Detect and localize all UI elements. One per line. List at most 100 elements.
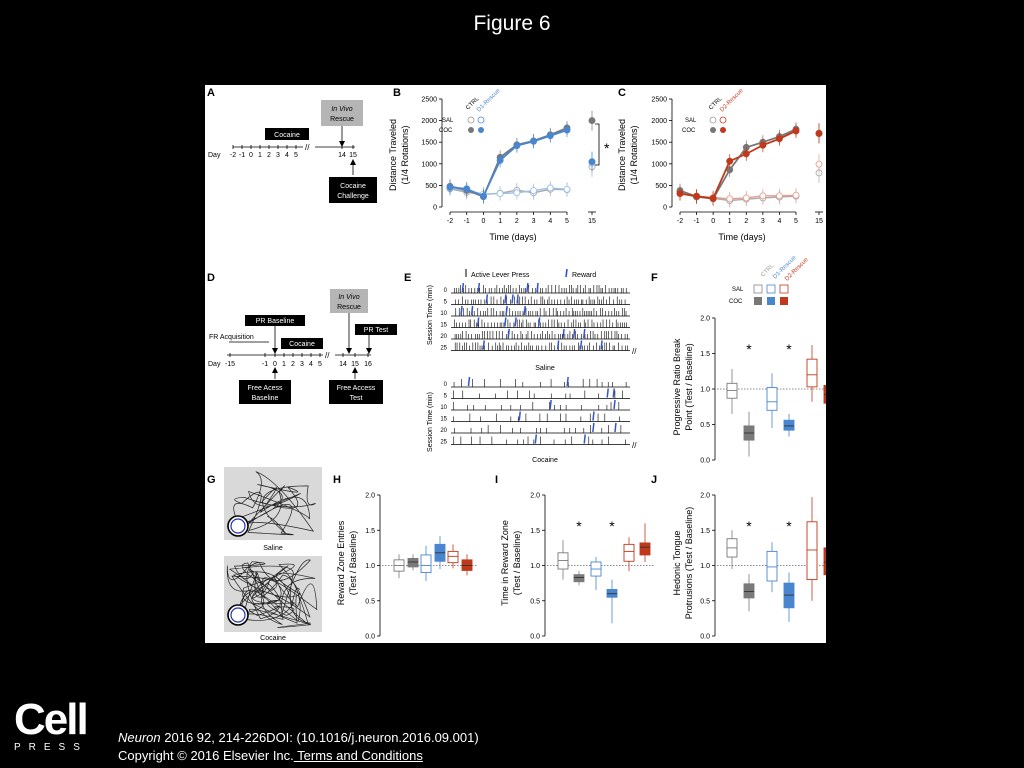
box <box>447 550 459 564</box>
data-point <box>563 185 571 193</box>
data-point <box>676 190 684 198</box>
box <box>806 521 818 581</box>
ylabel-c-1: Distance Traveled <box>617 119 627 191</box>
data-point <box>496 156 504 164</box>
free-baseline-line2: Baseline <box>252 395 279 402</box>
raster-row-label: 15 <box>440 323 447 329</box>
y-tick-label: 2000 <box>421 118 437 125</box>
data-point <box>530 137 538 145</box>
timeline-day-d: 14 <box>339 361 347 368</box>
data-point-day15 <box>588 158 596 166</box>
panel-i: I Time in Reward Zone (Test / Baseline) … <box>495 474 655 641</box>
timeline-day-d: 5 <box>318 361 322 368</box>
data-point <box>726 157 734 165</box>
svg-text://: // <box>632 441 637 450</box>
in-vivo-line1-a: In Vivo <box>331 106 352 113</box>
significance-star: * <box>576 518 582 534</box>
y-tick-label: 1.5 <box>365 528 375 535</box>
panel-c: C Distance Traveled (1/4 Rotations) Time… <box>617 87 823 242</box>
svg-text://: // <box>325 351 330 360</box>
x-tick-label: 1 <box>728 218 732 225</box>
box <box>823 547 835 576</box>
raster-row-label: 25 <box>440 346 447 352</box>
fr-acquisition-label: FR Acquisition <box>209 334 254 341</box>
data-point <box>446 183 454 191</box>
in-vivo-line2-d: Rescue <box>337 304 361 311</box>
y-tick-label: 2500 <box>421 97 437 104</box>
figure-panel: A In Vivo Rescue Cocaine // Day -2 -1 0 1 2 3… <box>205 85 839 643</box>
data-point-day15 <box>815 160 823 168</box>
ylabel-b-2: (1/4 Rotations) <box>400 125 410 184</box>
cocaine-label-e: Cocaine <box>532 457 558 464</box>
y-tick-label: 1000 <box>421 161 437 168</box>
box <box>623 543 635 562</box>
panel-letter-f: F <box>651 272 658 284</box>
ylabel-c-2: (1/4 Rotations) <box>629 125 639 184</box>
y-tick-label: 2.0 <box>365 493 375 500</box>
terms-link[interactable]: Terms and Conditions <box>293 748 423 763</box>
y-tick-label: 1500 <box>651 140 667 147</box>
timeline-day-a: 4 <box>285 152 289 159</box>
y-tick-label: 0.0 <box>365 634 375 641</box>
y-tick-label: 2.0 <box>700 493 710 500</box>
significance-star-b: * <box>604 140 610 156</box>
x-tick-label: 1 <box>498 218 502 225</box>
x-tick-label: -2 <box>447 218 453 225</box>
y-tick-label: 1.0 <box>700 563 710 570</box>
panel-letter-g: G <box>207 474 216 486</box>
x-tick-label: 5 <box>794 218 798 225</box>
figure-title: Figure 6 <box>473 12 551 35</box>
challenge-line1-a: Cocaine <box>340 183 366 190</box>
legend-coc-c: COC <box>682 128 696 134</box>
timeline-day-a: 5 <box>294 152 298 159</box>
timeline-day-d: 4 <box>309 361 313 368</box>
ylabel-f-2: Point (Test / Baseline) <box>684 343 694 431</box>
ylabel-j-2: Protrusions (Test / Baseline) <box>684 507 694 620</box>
legend-sal-f: SAL <box>732 287 744 293</box>
movement-track <box>233 471 316 536</box>
y-tick-label: 2.0 <box>700 316 710 323</box>
timeline-day-a: 0 <box>249 152 253 159</box>
y-tick-label: 0 <box>663 205 667 212</box>
panel-letter-j: J <box>651 474 657 486</box>
box <box>766 550 778 582</box>
timeline-day-a: 15 <box>349 152 357 159</box>
data-point <box>546 132 554 140</box>
figure-svg: A In Vivo Rescue Cocaine // Day -2 -1 0 1 2 3… <box>207 87 839 642</box>
y-tick-label: 0.5 <box>700 598 710 605</box>
citation-text: 2016 92, 214-226DOI: (10.1016/j.neuron.2… <box>160 730 479 745</box>
raster-row-label: 5 <box>444 394 448 400</box>
citation-block: Neuron 2016 92, 214-226DOI: (10.1016/j.n… <box>118 729 479 765</box>
movement-track <box>226 559 318 628</box>
in-vivo-line1-d: In Vivo <box>338 294 359 301</box>
box <box>420 554 432 573</box>
ylabel-i-1: Time in Reward Zone <box>500 520 510 606</box>
data-point-day15 <box>588 117 596 125</box>
panel-h: H Reward Zone Entries (Test / Baseline) … <box>333 474 477 641</box>
y-tick-label: 0 <box>433 205 437 212</box>
xlabel-b: Time (days) <box>489 232 536 242</box>
y-tick-label: 500 <box>425 183 437 190</box>
timeline-day-a: -1 <box>239 152 245 159</box>
y-tick-label: 0.5 <box>365 598 375 605</box>
y-tick-label: 2500 <box>651 97 667 104</box>
significance-star: * <box>746 341 752 357</box>
cell-press-logo: Cell PRESS <box>14 695 89 754</box>
ylabel-e-cocaine: Session Time (min) <box>427 392 434 452</box>
box <box>407 558 419 568</box>
logo-cell-text: Cell <box>14 695 89 744</box>
x-tick-label: -1 <box>464 218 470 225</box>
cocaine-label-a: Cocaine <box>274 132 300 139</box>
x-tick-label: 4 <box>548 218 552 225</box>
raster-row-label: 25 <box>440 440 447 446</box>
timeline-day-d: 0 <box>273 361 277 368</box>
panel-letter-h: H <box>333 474 341 486</box>
box <box>573 574 585 583</box>
data-point <box>693 192 701 200</box>
copyright-text: Copyright © 2016 Elsevier Inc. <box>118 748 294 763</box>
y-tick-label: 1.0 <box>365 563 375 570</box>
data-point <box>742 150 750 158</box>
timeline-day-d: 3 <box>300 361 304 368</box>
ylabel-h-1: Reward Zone Entries <box>336 520 346 605</box>
x-tick-label: 15 <box>588 218 596 225</box>
